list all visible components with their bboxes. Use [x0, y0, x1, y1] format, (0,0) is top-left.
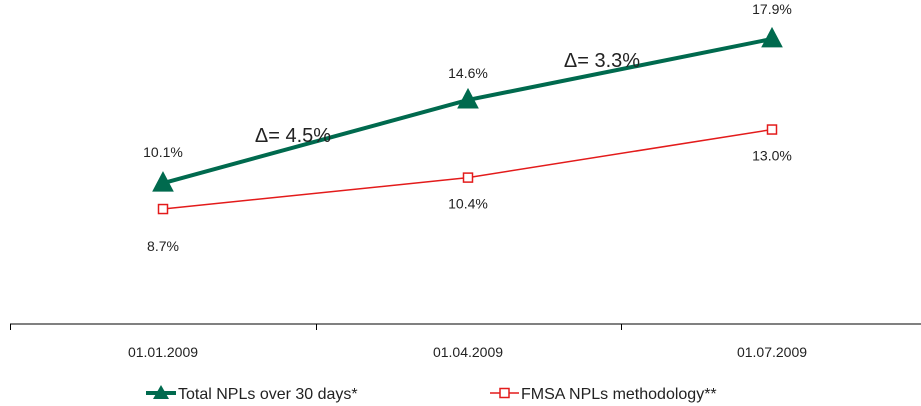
legend: Total NPLs over 30 days* FMSA NPLs method… [146, 385, 717, 403]
x-tick-label: 01.07.2009 [737, 344, 807, 360]
legend-label-fmsa-npls: FMSA NPLs methodology** [521, 386, 717, 403]
triangle-marker [152, 171, 174, 192]
triangle-marker [761, 26, 783, 48]
data-label: 17.9% [752, 1, 792, 17]
delta-annotation: Δ= 3.3% [564, 50, 640, 72]
triangle-marker [457, 87, 479, 109]
legend-label-total-npls: Total NPLs over 30 days* [178, 386, 358, 403]
series-line-total-npls [162, 36, 773, 186]
data-label: 10.1% [143, 144, 183, 160]
square-marker [766, 124, 778, 135]
square-marker [462, 172, 474, 183]
x-axis: 01.01.2009 01.04.2009 01.07.2009 [10, 323, 921, 360]
x-tick-label: 01.04.2009 [433, 344, 503, 360]
data-label: 10.4% [448, 196, 488, 212]
series-layer [152, 26, 783, 215]
delta-annotation: Δ= 4.5% [255, 125, 331, 147]
data-label: 8.7% [147, 238, 179, 254]
data-label: 14.6% [448, 65, 488, 81]
legend-triangle-marker [153, 385, 169, 399]
data-label: 13.0% [752, 148, 792, 164]
square-marker [157, 203, 169, 215]
legend-square-marker [499, 387, 510, 399]
data-labels: 10.1% 14.6% 17.9% 8.7% 10.4% 13.0% [143, 1, 792, 254]
delta-annotations: Δ= 4.5% Δ= 3.3% [255, 50, 640, 147]
x-tick-label: 01.01.2009 [128, 344, 198, 360]
